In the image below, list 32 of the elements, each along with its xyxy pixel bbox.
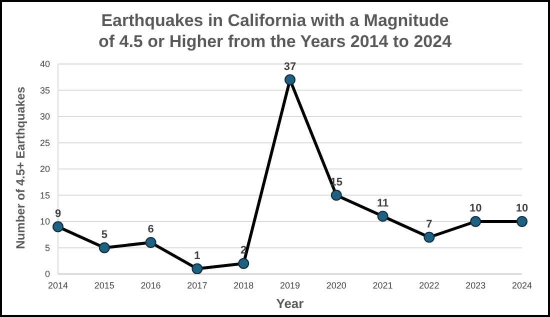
- data-label: 7: [426, 218, 432, 230]
- x-tick-label: 2018: [234, 280, 254, 290]
- data-label: 10: [469, 202, 482, 214]
- x-tick-label: 2024: [512, 280, 532, 290]
- y-tick-label: 10: [40, 216, 50, 227]
- y-tick-label: 40: [40, 59, 50, 70]
- y-tick-label: 25: [40, 138, 50, 148]
- y-tick-label: 35: [40, 85, 50, 96]
- chart-title: Earthquakes in California with a Magnitude of 4.5 or Higher from the Years 2014 to 2024: [97, 10, 453, 52]
- data-label: 5: [101, 228, 108, 241]
- x-tick-label: 2015: [94, 280, 114, 290]
- data-label: 9: [54, 208, 62, 220]
- x-tick-label: 2019: [280, 280, 300, 290]
- x-tick-label: 2020: [326, 280, 346, 290]
- y-tick-label: 30: [40, 112, 50, 122]
- y-tick-label: 5: [44, 242, 50, 253]
- y-tick-label: 20: [40, 164, 50, 174]
- data-label: 11: [376, 197, 389, 210]
- y-axis-title: Number of 4.5+ Earthquakes: [13, 86, 28, 249]
- y-tick-label: 0: [44, 269, 50, 280]
- data-label: 6: [148, 224, 154, 236]
- x-tick-label: 2016: [140, 280, 161, 290]
- data-label: 1: [194, 250, 200, 262]
- y-tick-label: 15: [40, 190, 50, 200]
- x-axis-title: Year: [276, 296, 304, 311]
- data-label: 10: [516, 202, 528, 214]
- x-tick-label: 2023: [466, 280, 486, 290]
- x-tick-label: 2017: [187, 280, 208, 290]
- x-tick-label: 2014: [48, 280, 68, 290]
- x-tick-label: 2022: [419, 280, 440, 290]
- x-tick-label: 2021: [372, 280, 393, 290]
- data-label: 37: [284, 60, 296, 73]
